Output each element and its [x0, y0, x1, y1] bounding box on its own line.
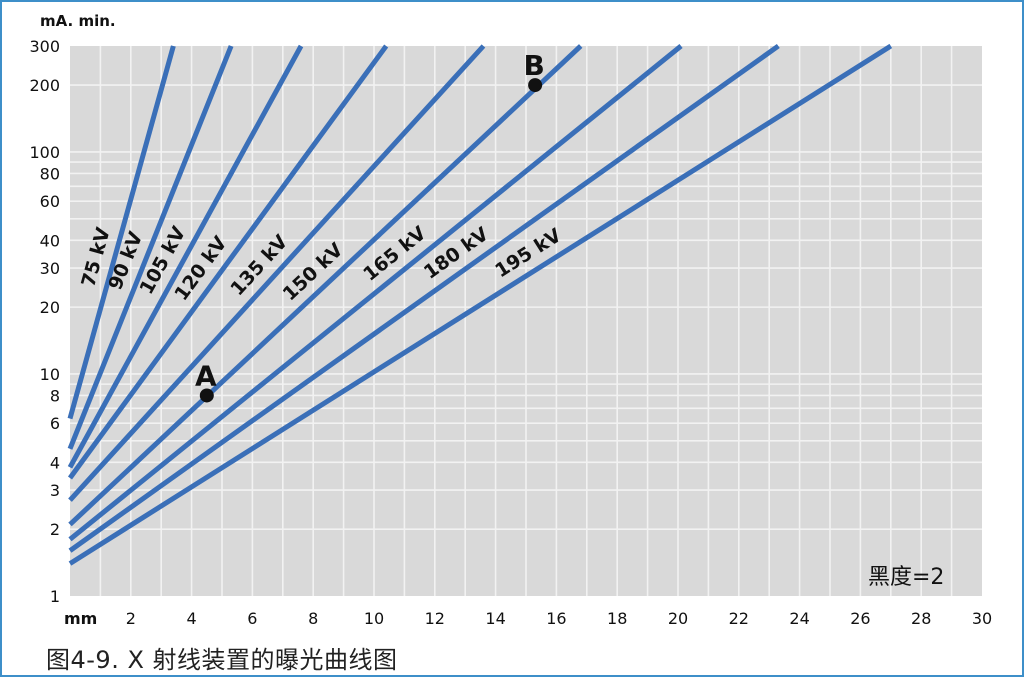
x-tick-label: 26: [850, 609, 870, 628]
y-tick-label: 1: [50, 587, 60, 606]
point-label: B: [523, 49, 544, 82]
x-tick-label: 4: [187, 609, 197, 628]
y-tick-label: 20: [40, 298, 60, 317]
x-tick-label: 20: [668, 609, 688, 628]
series-line: [68, 44, 486, 502]
x-tick-label: 16: [546, 609, 566, 628]
x-tick-labels: 2 4 6 8 10 12 14 16 18 20 22 24 26 28 30: [126, 609, 992, 628]
x-tick-label: 12: [425, 609, 445, 628]
x-tick-label: 2: [126, 609, 136, 628]
y-tick-label: 8: [50, 386, 60, 405]
series-line: [67, 44, 304, 469]
x-tick-label: 22: [729, 609, 749, 628]
y-tick-label: 10: [40, 365, 60, 384]
y-tick-label: 2: [50, 520, 60, 539]
series-line: [68, 43, 893, 566]
point-label: A: [195, 359, 217, 392]
x-tick-label: 14: [485, 609, 505, 628]
y-tick-label: 4: [50, 453, 60, 472]
x-tick-label: 24: [789, 609, 809, 628]
point-marker: [528, 78, 543, 93]
series-line: [67, 45, 234, 450]
x-tick-label: 10: [364, 609, 384, 628]
y-axis-label: mA. min.: [40, 12, 116, 30]
y-tick-label: 40: [40, 231, 60, 250]
y-tick-label: 3: [50, 481, 60, 500]
grid: [70, 46, 982, 596]
y-tick-label: 30: [40, 259, 60, 278]
y-tick-label: 200: [29, 76, 60, 95]
point-marker: [199, 388, 214, 403]
x-tick-label: 30: [972, 609, 992, 628]
series-line: [68, 44, 683, 542]
x-tick-label: 28: [911, 609, 931, 628]
series-line: [68, 44, 583, 527]
series-line: [67, 45, 176, 420]
series-line: [67, 44, 389, 480]
x-tick-label: 8: [308, 609, 318, 628]
x-tick-label: 6: [247, 609, 257, 628]
y-tick-labels: 1 2 3 4 6 8 10 20 30 40 60 80 100 200 300: [29, 37, 60, 606]
y-tick-label: 80: [40, 164, 60, 183]
marked-points: AB: [195, 49, 545, 403]
density-annotation: 黑度=2: [868, 565, 944, 590]
y-tick-label: 100: [29, 143, 60, 162]
x-axis-label: mm: [64, 609, 97, 628]
series-lines: [67, 43, 893, 566]
x-tick-label: 18: [607, 609, 627, 628]
y-tick-label: 300: [29, 37, 60, 56]
y-tick-label: 60: [40, 192, 60, 211]
figure-caption: 图4-9. X 射线装置的曝光曲线图: [46, 646, 398, 674]
y-tick-label: 6: [50, 414, 60, 433]
series-line: [68, 43, 780, 553]
